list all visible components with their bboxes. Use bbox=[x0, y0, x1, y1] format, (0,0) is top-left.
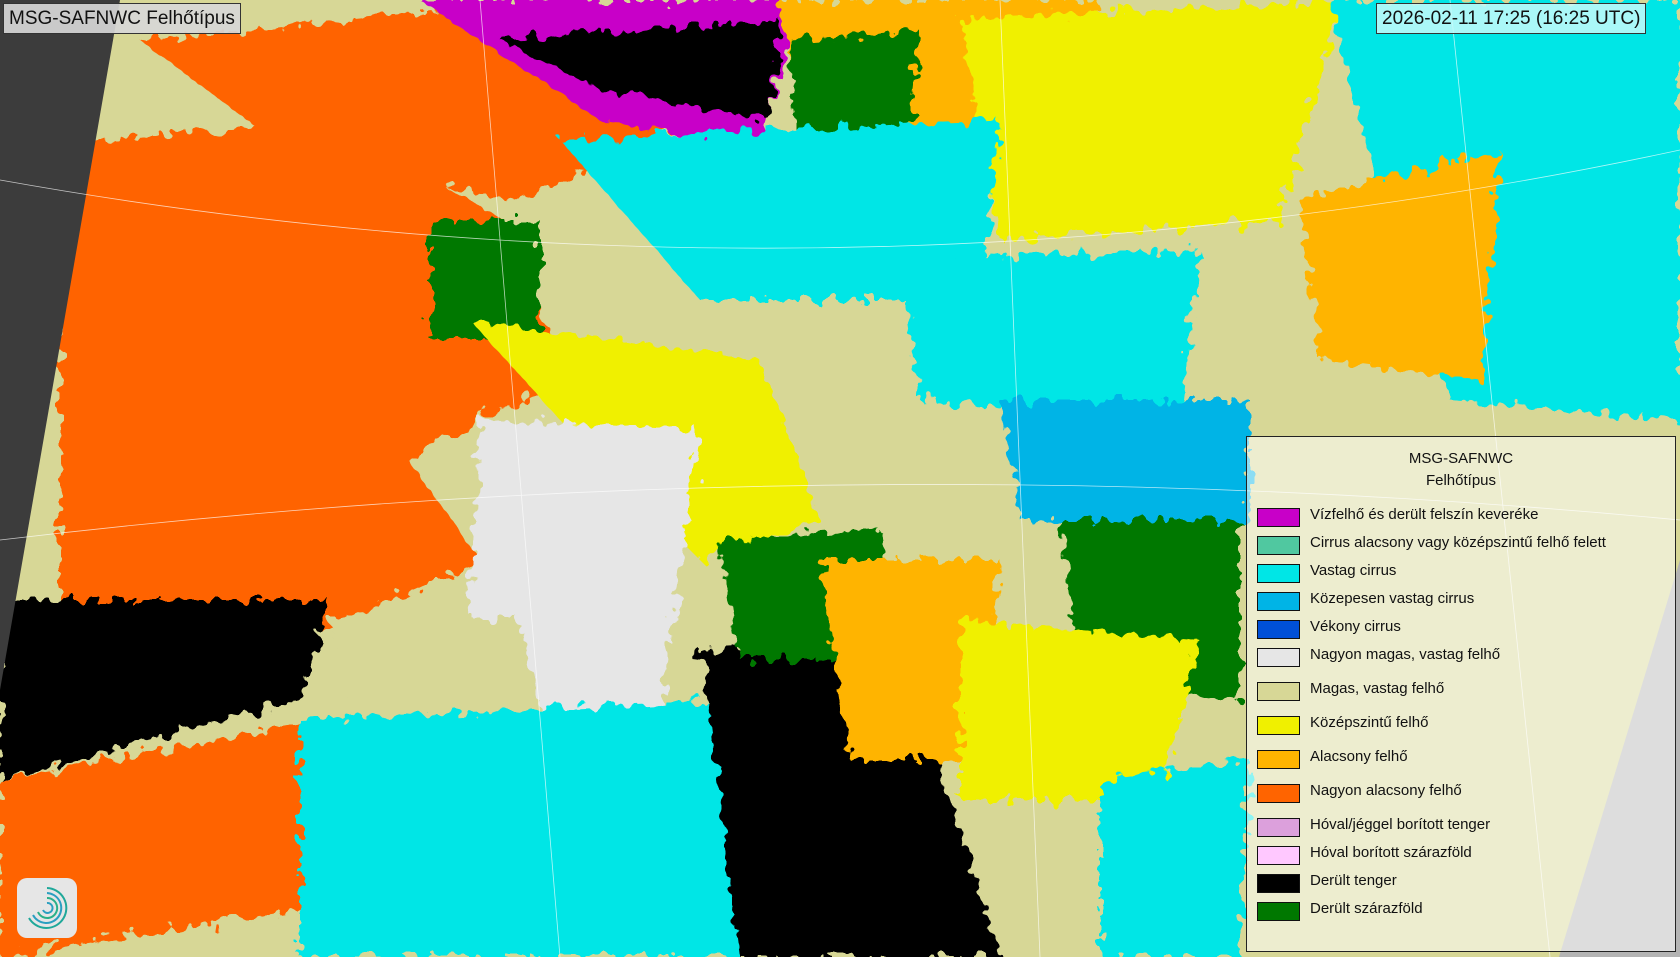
legend-item: Vékony cirrus bbox=[1247, 616, 1675, 644]
legend-swatch bbox=[1257, 682, 1300, 701]
legend-swatch bbox=[1257, 846, 1300, 865]
legend-label: Magas, vastag felhő bbox=[1310, 680, 1445, 697]
swirl-logo-icon bbox=[17, 878, 77, 938]
legend-item: Derült tenger bbox=[1247, 870, 1675, 898]
legend-label: Közepesen vastag cirrus bbox=[1310, 590, 1475, 607]
legend-swatch bbox=[1257, 508, 1300, 527]
legend-item: Cirrus alacsony vagy középszintű felhő f… bbox=[1247, 532, 1675, 560]
legend-swatch bbox=[1257, 620, 1300, 639]
legend-item: Nagyon magas, vastag felhő bbox=[1247, 644, 1675, 672]
legend-list: Vízfelhő és derült felszín keveréke Cirru… bbox=[1247, 504, 1675, 926]
legend-item: Közepesen vastag cirrus bbox=[1247, 588, 1675, 616]
map-title: MSG-SAFNWC Felhőtípus bbox=[3, 3, 241, 34]
legend-swatch bbox=[1257, 564, 1300, 583]
legend-label: Vízfelhő és derült felszín keveréke bbox=[1310, 506, 1539, 523]
legend-swatch bbox=[1257, 818, 1300, 837]
legend-item: Vastag cirrus bbox=[1247, 560, 1675, 588]
legend-swatch bbox=[1257, 784, 1300, 803]
legend-item: Derült szárazföld bbox=[1247, 898, 1675, 926]
timestamp: 2026-02-11 17:25 (16:25 UTC) bbox=[1376, 3, 1647, 34]
legend-label: Nagyon alacsony felhő bbox=[1310, 782, 1462, 799]
legend-label: Derült tenger bbox=[1310, 872, 1397, 889]
legend-title-line2: Felhőtípus bbox=[1425, 472, 1497, 489]
legend-swatch bbox=[1257, 874, 1300, 893]
legend-item: Hóval/jéggel borított tenger bbox=[1247, 814, 1675, 842]
legend-item: Magas, vastag felhő bbox=[1247, 678, 1675, 706]
legend-swatch bbox=[1257, 592, 1300, 611]
no-data-region bbox=[0, 0, 120, 690]
legend-item: Alacsony felhő bbox=[1247, 746, 1675, 774]
legend-label: Cirrus alacsony vagy középszintű felhő f… bbox=[1310, 534, 1606, 551]
legend: MSG-SAFNWC Felhőtípus Vízfelhő és derült… bbox=[1246, 436, 1676, 952]
legend-label: Derült szárazföld bbox=[1310, 900, 1423, 917]
legend-swatch bbox=[1257, 716, 1300, 735]
legend-item: Nagyon alacsony felhő bbox=[1247, 780, 1675, 808]
legend-swatch bbox=[1257, 750, 1300, 769]
legend-label: Hóval borított szárazföld bbox=[1310, 844, 1472, 861]
legend-label: Vastag cirrus bbox=[1310, 562, 1397, 579]
legend-title: MSG-SAFNWC Felhőtípus bbox=[1247, 448, 1675, 492]
legend-swatch bbox=[1257, 536, 1300, 555]
legend-label: Középszintű felhő bbox=[1310, 714, 1429, 731]
legend-swatch bbox=[1257, 648, 1300, 667]
legend-swatch bbox=[1257, 902, 1300, 921]
legend-label: Alacsony felhő bbox=[1310, 748, 1408, 765]
legend-label: Nagyon magas, vastag felhő bbox=[1310, 646, 1501, 663]
legend-item: Hóval borított szárazföld bbox=[1247, 842, 1675, 870]
legend-item: Középszintű felhő bbox=[1247, 712, 1675, 740]
legend-label: Vékony cirrus bbox=[1310, 618, 1401, 635]
legend-item: Vízfelhő és derült felszín keveréke bbox=[1247, 504, 1675, 532]
legend-label: Hóval/jéggel borított tenger bbox=[1310, 816, 1491, 833]
legend-title-line1: MSG-SAFNWC bbox=[1408, 450, 1514, 467]
